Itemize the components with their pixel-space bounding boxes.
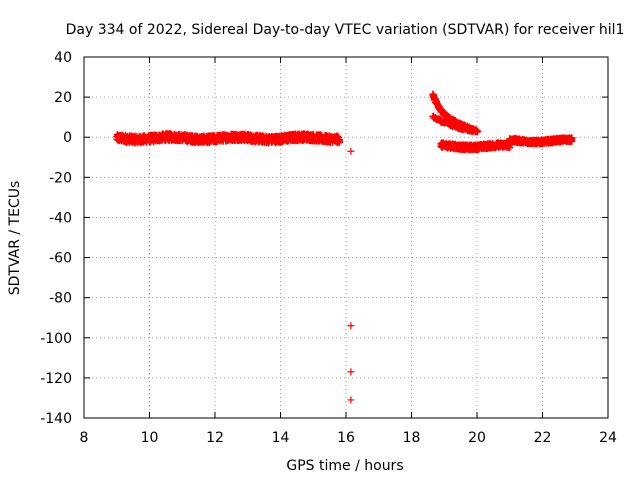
x-tick-label: 8 [80, 430, 89, 446]
y-tick-label: -80 [49, 291, 72, 307]
x-tick-label: 24 [599, 430, 617, 446]
x-tick-label: 22 [534, 430, 552, 446]
x-tick-label: 10 [141, 430, 159, 446]
y-tick-label: 40 [54, 50, 72, 66]
x-tick-label: 18 [403, 430, 421, 446]
y-tick-label: -40 [49, 210, 72, 226]
data-point [506, 144, 514, 152]
data-point [568, 134, 576, 142]
outlier-point [347, 368, 355, 376]
y-tick-label: -20 [49, 170, 72, 186]
outlier-point [347, 147, 355, 155]
data-point [335, 137, 343, 145]
y-tick-label: 20 [54, 90, 72, 106]
x-tick-label: 16 [337, 430, 355, 446]
y-tick-label: -60 [49, 251, 72, 267]
outlier-point [347, 396, 355, 404]
y-tick-label: -140 [40, 411, 72, 427]
chart-title: Day 334 of 2022, Sidereal Day-to-day VTE… [66, 22, 625, 38]
y-tick-label: -120 [40, 371, 72, 387]
x-tick-label: 14 [272, 430, 290, 446]
data-point [474, 127, 482, 135]
x-axis-label: GPS time / hours [286, 458, 403, 474]
outlier-point [347, 322, 355, 330]
data-points [113, 90, 576, 404]
grid-lines [84, 57, 608, 418]
x-tick-label: 12 [206, 430, 224, 446]
y-axis-label: SDTVAR / TECUs [7, 181, 23, 296]
y-tick-label: -100 [40, 331, 72, 347]
axis-ticks: 8 10 12 14 16 18 20 22 24 40 20 0 -20 -40 -60 -80 -100 -1… [40, 50, 617, 446]
y-tick-label: 0 [63, 130, 72, 146]
x-tick-label: 20 [468, 430, 486, 446]
